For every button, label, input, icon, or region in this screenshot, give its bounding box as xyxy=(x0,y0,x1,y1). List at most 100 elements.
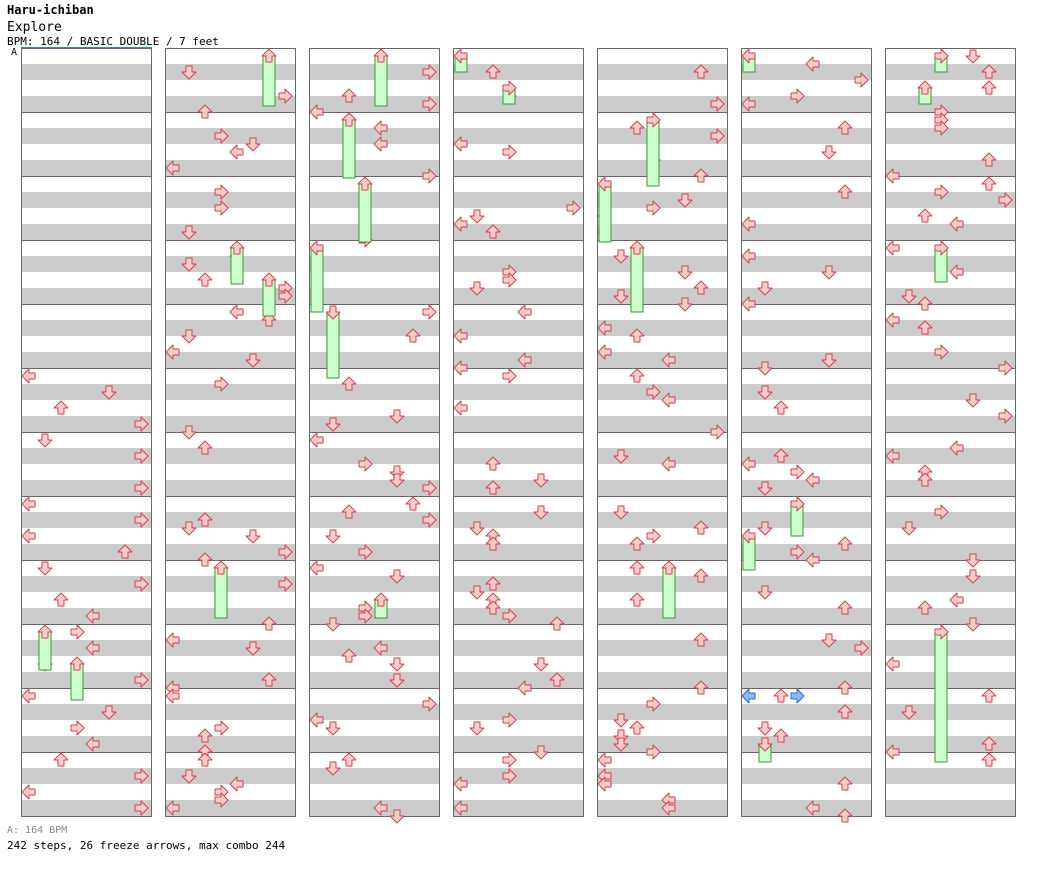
step-arrow xyxy=(998,192,1013,208)
step-arrow xyxy=(710,424,725,440)
step-arrow xyxy=(422,480,437,496)
freeze-arrow-head xyxy=(357,176,373,191)
step-arrow xyxy=(358,544,373,560)
beat-stripe xyxy=(453,736,584,752)
beat-stripe xyxy=(597,96,728,112)
beat-stripe xyxy=(165,352,296,368)
step-arrow xyxy=(453,800,468,816)
step-arrow xyxy=(85,736,100,752)
beat-stripe xyxy=(165,480,296,496)
step-arrow xyxy=(821,353,837,368)
beat-stripe xyxy=(885,192,1016,208)
freeze-arrow-head xyxy=(629,240,645,255)
step-arrow xyxy=(134,512,149,528)
beat-stripe xyxy=(21,672,152,688)
step-arrow xyxy=(934,504,949,520)
step-arrow xyxy=(693,168,709,183)
step-arrow xyxy=(885,312,900,328)
step-arrow xyxy=(325,529,341,544)
step-arrow xyxy=(646,528,661,544)
step-arrow xyxy=(693,568,709,583)
step-arrow xyxy=(613,249,629,264)
beat-stripe xyxy=(21,512,152,528)
step-arrow xyxy=(885,240,900,256)
beat-stripe xyxy=(21,800,152,816)
beat-stripe xyxy=(453,640,584,656)
freeze-arrow-head xyxy=(757,737,773,752)
step-arrow xyxy=(661,392,676,408)
step-arrow xyxy=(790,464,805,480)
step-arrow xyxy=(837,808,853,823)
step-arrow xyxy=(998,408,1013,424)
step-arrow xyxy=(533,745,549,760)
freeze-arrow-head xyxy=(790,496,805,512)
step-arrow xyxy=(181,329,197,344)
beat-stripe xyxy=(309,192,440,208)
beat-stripe xyxy=(165,576,296,592)
step-arrow xyxy=(757,521,773,536)
step-arrow xyxy=(134,800,149,816)
beat-stripe xyxy=(453,576,584,592)
beat-stripe xyxy=(21,64,152,80)
step-arrow xyxy=(485,456,501,471)
step-arrow xyxy=(965,553,981,568)
step-arrow xyxy=(469,585,485,600)
beat-stripe xyxy=(741,96,872,112)
step-arrow xyxy=(837,184,853,199)
freeze-arrow-head xyxy=(229,240,245,255)
step-arrow xyxy=(134,416,149,432)
step-arrow xyxy=(661,456,676,472)
beat-stripe xyxy=(597,128,728,144)
freeze-arrow-body xyxy=(374,55,388,107)
beat-stripe xyxy=(309,352,440,368)
step-arrow xyxy=(21,496,36,512)
step-arrow xyxy=(214,200,229,216)
beat-stripe xyxy=(453,256,584,272)
step-arrow xyxy=(854,640,869,656)
measure-frame xyxy=(597,752,728,817)
step-arrow xyxy=(325,761,341,776)
beat-stripe xyxy=(597,704,728,720)
step-arrow xyxy=(773,688,789,703)
beat-stripe xyxy=(165,608,296,624)
step-arrow xyxy=(53,752,69,767)
beat-stripe xyxy=(453,768,584,784)
beat-stripe xyxy=(597,768,728,784)
step-arrow xyxy=(197,512,213,527)
freeze-arrow-body xyxy=(358,183,372,243)
step-arrow xyxy=(998,360,1013,376)
step-arrow xyxy=(197,104,213,119)
step-arrow xyxy=(901,521,917,536)
beat-stripe xyxy=(597,288,728,304)
step-arrow xyxy=(485,576,501,591)
step-arrow xyxy=(629,120,645,135)
step-arrow xyxy=(21,528,36,544)
step-arrow xyxy=(37,433,53,448)
step-arrow xyxy=(134,448,149,464)
step-arrow xyxy=(949,440,964,456)
step-arrow xyxy=(389,673,405,688)
beat-stripe xyxy=(885,320,1016,336)
freeze-arrow-head xyxy=(741,528,756,544)
beat-stripe xyxy=(597,544,728,560)
step-arrow xyxy=(597,776,612,792)
beat-stripe xyxy=(453,64,584,80)
step-arrow xyxy=(965,49,981,64)
shock-arrow xyxy=(741,688,756,704)
beat-stripe xyxy=(165,640,296,656)
step-arrow xyxy=(21,688,36,704)
beat-stripe xyxy=(453,416,584,432)
beat-stripe xyxy=(885,704,1016,720)
step-arrow xyxy=(325,721,341,736)
beat-stripe xyxy=(741,448,872,464)
step-arrow xyxy=(757,585,773,600)
step-arrow xyxy=(453,400,468,416)
beat-stripe xyxy=(309,544,440,560)
freeze-arrow-head xyxy=(934,624,949,640)
step-arrow xyxy=(341,376,357,391)
step-arrow xyxy=(757,721,773,736)
step-arrow xyxy=(613,449,629,464)
beat-stripe xyxy=(165,224,296,240)
step-arrow xyxy=(165,688,180,704)
